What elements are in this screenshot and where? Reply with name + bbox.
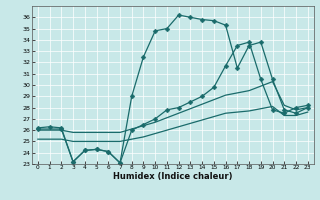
X-axis label: Humidex (Indice chaleur): Humidex (Indice chaleur) <box>113 172 233 181</box>
